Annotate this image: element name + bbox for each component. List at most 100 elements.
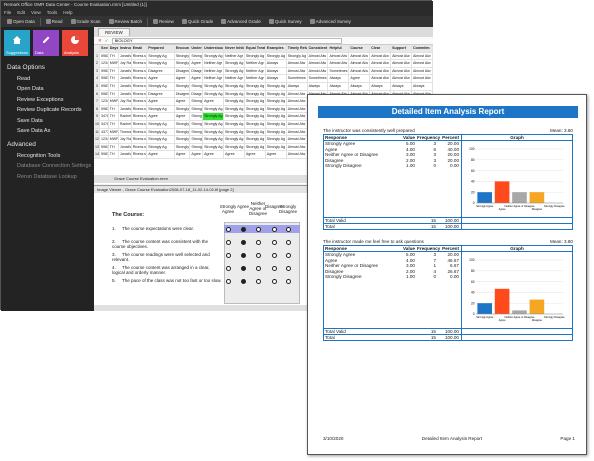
grid-cell[interactable]: Rivera.seve [132,143,148,151]
grid-cell[interactable]: 1234 [101,136,109,143]
grid-cell[interactable]: Neither Agr [204,75,225,82]
grid-cell[interactable]: Jonathan D [119,151,132,158]
grid-cell[interactable]: MWF [109,98,119,105]
grid-cell[interactable]: Jonathan D [119,90,132,98]
sheet-tab[interactable]: Grace Course Evaluation.rmm [114,176,168,181]
grid-cell[interactable]: Strongly Ag [225,98,245,105]
grid-cell[interactable]: Sometimes [287,75,308,82]
grid-cell[interactable]: Strongly Ag [225,128,245,136]
grid-cell[interactable]: Almost Alw [370,75,392,82]
grid-cell[interactable]: Rivera.seve [132,120,148,128]
grid-cell[interactable]: TH [109,143,119,151]
grid-cell[interactable]: Strongly Ag [266,98,287,105]
grid-cell[interactable]: TH [109,52,119,60]
grid-cell[interactable]: Strongly Ag [191,128,204,136]
grid-cell[interactable]: Neither Agr [204,60,225,67]
grid-cell[interactable]: Strongly Ag [204,120,225,128]
grid-cell[interactable]: Strongly Ag [225,90,245,98]
row-number[interactable]: 5 [94,82,101,90]
tab-review[interactable]: REVIEW [98,28,130,36]
grid-cell[interactable]: Agree [175,113,191,120]
grid-cell[interactable]: Strongly Ag [266,128,287,136]
grid-cell[interactable]: Disagree [175,90,191,98]
grid-cell[interactable]: Strongly Ag [245,105,266,113]
grid-cell[interactable]: Always [308,82,329,90]
grid-cell[interactable]: Neither Agr [204,67,225,75]
grid-cell[interactable]: Strongly Ag [191,113,204,120]
grid-cell[interactable]: Strongly Ag [225,120,245,128]
grid-cell[interactable]: Strongly Ag [147,52,175,60]
column-header[interactable]: Never Inhibit [225,45,245,52]
grid-cell[interactable]: Strongly Ag [287,52,308,60]
grid-cell[interactable]: Always [266,75,287,82]
grid-cell[interactable]: Strongly Ag [204,143,225,151]
grid-cell[interactable]: Agree [245,151,266,158]
sidebar-item-recognition-tools[interactable]: Recognition Tools [17,152,61,159]
grid-cell[interactable]: TH [109,105,119,113]
toolbar-grade-scan-button[interactable]: Grade Scan [68,17,104,26]
grid-cell[interactable]: Almost Alw [349,52,371,60]
grid-cell[interactable]: 4377 [101,128,109,136]
menu-help[interactable]: Help [63,10,73,15]
grid-cell[interactable]: Almost Alw [287,67,308,75]
grid-cell[interactable]: 5983 [101,90,109,98]
grid-cell[interactable]: Almost Alw [370,90,392,98]
grid-cell[interactable]: Strongly Ag [175,60,191,67]
grid-cell[interactable]: Rivera.seve [132,98,148,105]
grid-cell[interactable]: TH [109,82,119,90]
grid-cell[interactable]: Agree [224,151,245,158]
grid-cell[interactable]: Agree [190,75,204,82]
grid-cell[interactable]: Neither Agr [245,67,266,75]
grid-cell[interactable]: Strongly Ag [191,120,204,128]
grid-cell[interactable]: Strongly Ag [245,82,266,90]
grid-cell[interactable]: Strongly Ag [175,120,191,128]
grid-cell[interactable]: Jonathan D [119,143,132,151]
grid-cell[interactable]: Strongly Ag [175,143,191,151]
analysis-tile[interactable]: Analysis [62,30,88,56]
grid-cell[interactable]: Almost Alw [391,52,413,60]
grid-cell[interactable]: Thomas Frye [119,128,132,136]
grid-cell[interactable]: 3478 [101,113,109,120]
grid-cell[interactable]: Rivera.seve [132,90,148,98]
grid-cell[interactable]: Disagree [191,67,204,75]
grid-cell[interactable]: 5983 [101,75,109,82]
grid-cell[interactable]: TH [109,151,119,158]
answer-bubble[interactable] [226,227,231,232]
toolbar-open-data-button[interactable]: Open Data [4,17,38,26]
row-number[interactable]: 9 [94,113,101,120]
row-number[interactable]: 13 [94,143,101,151]
grid-cell[interactable]: Strongly Ag [147,120,175,128]
grid-cell[interactable]: Rivera.seve [132,60,148,67]
grid-cell[interactable]: Strongly Ag [191,52,204,60]
grid-cell[interactable]: Almost Alw [287,90,308,98]
grid-cell[interactable]: Rivera.seve [132,82,148,90]
grid-cell[interactable]: Strongly Ag [266,90,287,98]
grid-cell[interactable]: Joy Raymond [119,60,132,67]
grid-cell[interactable]: Almost Alw [328,90,350,98]
grid-cell[interactable]: Almost Alw [287,136,308,143]
grid-cell[interactable]: TH [109,120,119,128]
grid-cell[interactable]: Strongly Ag [225,105,245,113]
grid-cell[interactable]: Agree [147,75,175,82]
menu-view[interactable]: View [31,10,41,15]
grid-cell[interactable]: Strongly Ag [204,82,225,90]
grid-cell[interactable]: Jonathan D [119,67,132,75]
answer-bubble[interactable] [286,266,291,271]
column-header[interactable]: Course [349,45,371,52]
toolbar-review-button[interactable]: Review [150,17,177,26]
grid-cell[interactable]: Agree [203,98,225,105]
grid-cell[interactable]: Rivera.seve [132,136,148,143]
grid-cell[interactable]: Strongly Ag [245,113,266,120]
grid-cell[interactable]: Agree [266,151,287,158]
grid-cell[interactable]: Always [328,82,350,90]
cell-value-input[interactable] [111,37,342,44]
answer-bubble[interactable] [256,279,261,284]
answer-bubble[interactable] [272,227,277,232]
grid-cell[interactable]: Almost Alw [287,60,308,67]
row-number[interactable]: 6 [94,90,101,98]
grid-cell[interactable]: Jonathan D [119,52,132,60]
grid-cell[interactable]: Rachel Kaplan [119,120,132,128]
grid-cell[interactable]: Almost Alw [370,60,392,67]
grid-cell[interactable]: Rachel Kaplan [119,113,132,120]
